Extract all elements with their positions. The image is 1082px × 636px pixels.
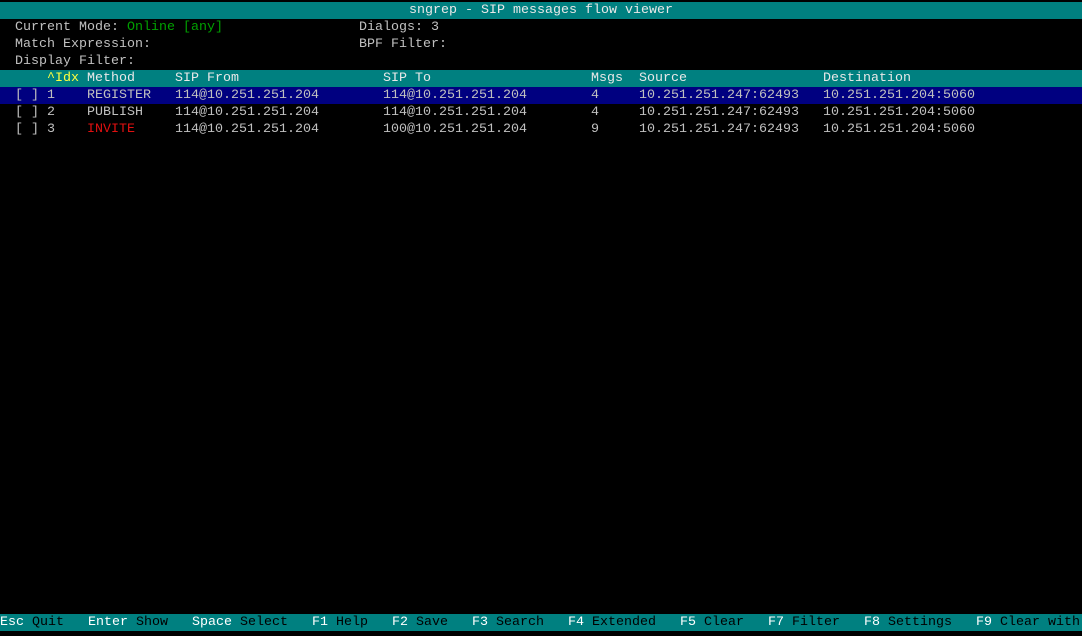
column-destination[interactable]: Destination — [823, 71, 911, 86]
row-source: 10.251.251.247:62493 — [639, 88, 799, 103]
footer-label-settings[interactable]: Settings — [888, 615, 952, 630]
row-destination: 10.251.251.204:5060 — [823, 105, 975, 120]
row-checkbox[interactable]: [ ] — [15, 105, 39, 120]
row-idx: 3 — [47, 122, 55, 137]
footer-key-space[interactable]: Space — [192, 615, 232, 630]
mode-value: Online [any] — [127, 20, 223, 35]
footer-key-f3[interactable]: F3 — [472, 615, 488, 630]
row-source: 10.251.251.247:62493 — [639, 122, 799, 137]
row-sip-to: 100@10.251.251.204 — [383, 122, 527, 137]
footer-key-f4[interactable]: F4 — [568, 615, 584, 630]
footer-key-f7[interactable]: F7 — [768, 615, 784, 630]
row-checkbox[interactable]: [ ] — [15, 122, 39, 137]
window-title: sngrep - SIP messages flow viewer — [0, 2, 1082, 19]
footer-key-esc[interactable]: Esc — [0, 615, 24, 630]
match-expression-label: Match Expression: — [15, 37, 151, 52]
footer-keybar: Esc Quit Enter Show Space Select F1 Help F2 Save F… — [0, 614, 1082, 631]
mode-label: Current Mode: — [15, 20, 119, 35]
footer-label-clear-with[interactable]: Clear with — [1000, 615, 1080, 630]
row-method: INVITE — [87, 122, 135, 137]
row-sip-to: 114@10.251.251.204 — [383, 105, 527, 120]
footer-label-search[interactable]: Search — [496, 615, 544, 630]
footer-label-extended[interactable]: Extended — [592, 615, 656, 630]
column-sip-from[interactable]: SIP From — [175, 71, 239, 86]
footer-label-save[interactable]: Save — [416, 615, 448, 630]
row-msgs: 4 — [591, 88, 599, 103]
row-sip-from: 114@10.251.251.204 — [175, 122, 319, 137]
status-line-1: Current Mode: Online [any] Dialogs: 3 — [0, 19, 1082, 36]
row-method: PUBLISH — [87, 105, 143, 120]
row-idx: 2 — [47, 105, 55, 120]
row-destination: 10.251.251.204:5060 — [823, 88, 975, 103]
status-line-2: Match Expression: BPF Filter: — [0, 36, 1082, 53]
row-destination: 10.251.251.204:5060 — [823, 122, 975, 137]
row-checkbox[interactable]: [ ] — [15, 88, 39, 103]
footer-key-f8[interactable]: F8 — [864, 615, 880, 630]
table-row[interactable]: [ ] 2 PUBLISH 114@10.251.251.204 114@10.251.… — [0, 104, 1082, 121]
dialogs-label: Dialogs: — [359, 20, 423, 35]
row-method: REGISTER — [87, 88, 151, 103]
column-method[interactable]: Method — [87, 71, 135, 86]
bpf-filter-label: BPF Filter: — [359, 37, 447, 52]
column-source[interactable]: Source — [639, 71, 687, 86]
footer-label-show[interactable]: Show — [136, 615, 168, 630]
row-source: 10.251.251.247:62493 — [639, 105, 799, 120]
display-filter-label: Display Filter: — [15, 54, 135, 69]
footer-label-select[interactable]: Select — [240, 615, 288, 630]
column-msgs[interactable]: Msgs — [591, 71, 623, 86]
table-header: ^Idx Method SIP From SIP To Msgs Source … — [0, 70, 1082, 87]
footer-key-f1[interactable]: F1 — [312, 615, 328, 630]
column-sip-to[interactable]: SIP To — [383, 71, 431, 86]
dialogs-value: 3 — [431, 20, 439, 35]
row-sip-from: 114@10.251.251.204 — [175, 105, 319, 120]
footer-key-enter[interactable]: Enter — [88, 615, 128, 630]
footer-label-quit[interactable]: Quit — [32, 615, 64, 630]
status-line-3: Display Filter: — [0, 53, 1082, 70]
column-idx[interactable]: ^Idx — [47, 71, 79, 86]
footer-label-filter[interactable]: Filter — [792, 615, 840, 630]
footer-key-f5[interactable]: F5 — [680, 615, 696, 630]
table-row[interactable]: [ ] 1 REGISTER 114@10.251.251.204 114@10.251… — [0, 87, 1082, 104]
row-sip-to: 114@10.251.251.204 — [383, 88, 527, 103]
row-msgs: 9 — [591, 122, 599, 137]
footer-key-f2[interactable]: F2 — [392, 615, 408, 630]
table-row[interactable]: [ ] 3 INVITE 114@10.251.251.204 100@10.251.2… — [0, 121, 1082, 138]
footer-label-help[interactable]: Help — [336, 615, 368, 630]
row-idx: 1 — [47, 88, 55, 103]
footer-label-clear[interactable]: Clear — [704, 615, 744, 630]
footer-key-f9[interactable]: F9 — [976, 615, 992, 630]
row-sip-from: 114@10.251.251.204 — [175, 88, 319, 103]
row-msgs: 4 — [591, 105, 599, 120]
